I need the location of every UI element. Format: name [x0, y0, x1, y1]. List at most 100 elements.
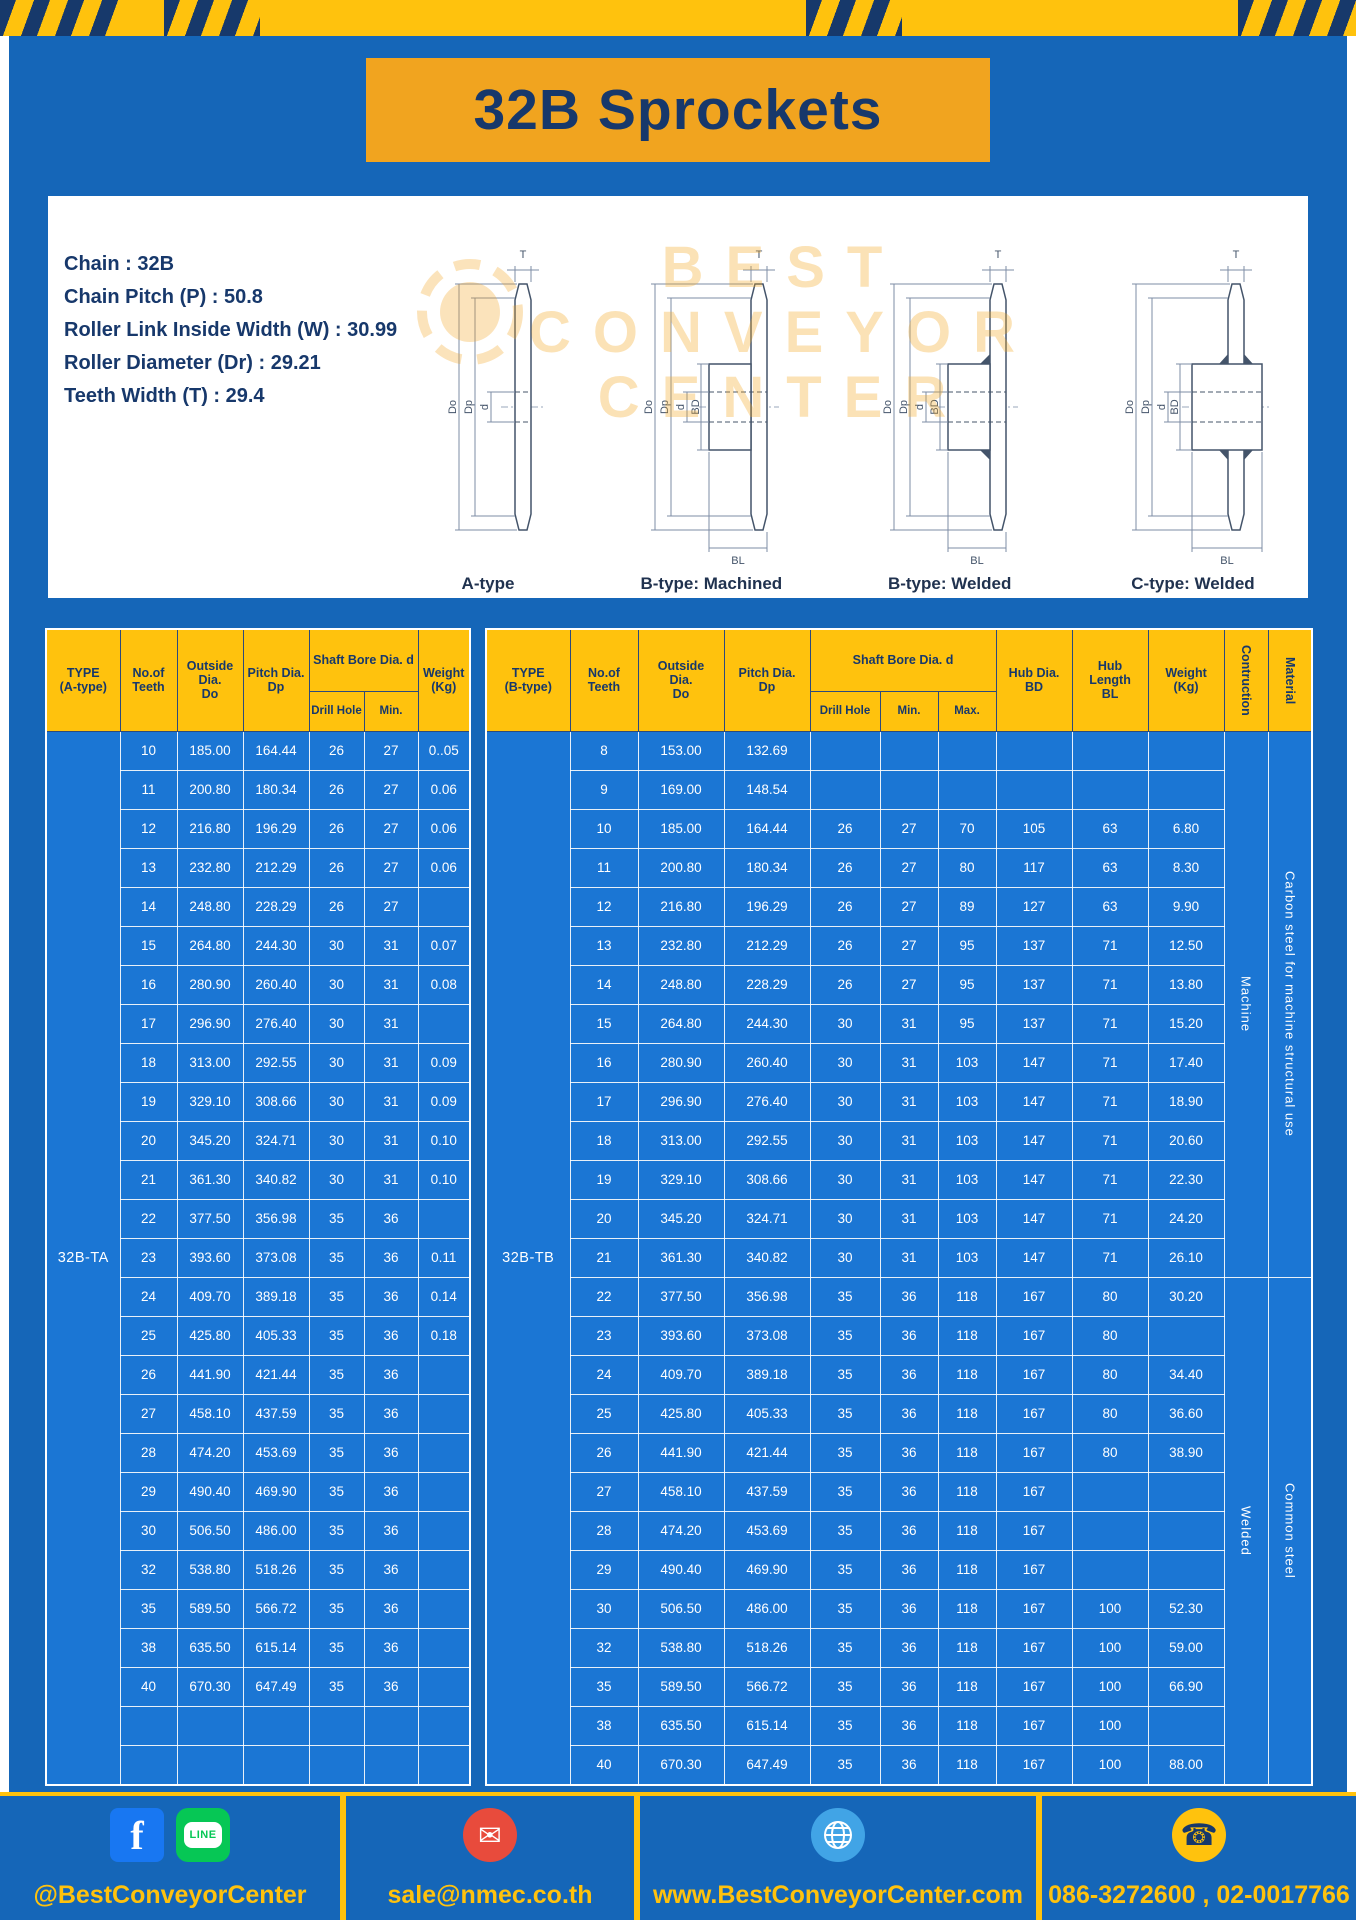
table-cell: 670.30	[176, 1666, 244, 1707]
footer: f LINE @BestConveyorCenter ✉ sale@nmec.c…	[0, 1796, 1356, 1920]
table-cell: 469.90	[723, 1549, 811, 1590]
table-cell: 117	[995, 847, 1073, 888]
table-cell: 26	[809, 847, 881, 888]
table-cell: 167	[995, 1276, 1073, 1317]
table-cell: 31	[363, 1003, 419, 1044]
col-header-max: Max.	[937, 690, 997, 732]
table-cell: 29	[569, 1549, 639, 1590]
table-cell: 27	[879, 964, 939, 1005]
table-cell	[879, 769, 939, 810]
table-cell: 36	[879, 1315, 939, 1356]
table-cell: 453.69	[723, 1510, 811, 1551]
table-cell: 15	[119, 925, 178, 966]
website-url[interactable]: www.BestConveyorCenter.com	[652, 1881, 1023, 1909]
table-row: 23 393.60 373.08 35 36 118 167 80	[486, 1315, 1312, 1356]
table-cell: 36	[879, 1354, 939, 1395]
dim-label-T: T	[994, 249, 1001, 261]
table-cell: 30.20	[1147, 1276, 1225, 1317]
table-cell: 280.90	[176, 964, 244, 1005]
table-cell: 169.00	[637, 769, 725, 810]
table-cell: 25	[119, 1315, 178, 1356]
spec-line: Chain Pitch (P) : 50.8	[64, 286, 263, 308]
table-cell	[1147, 730, 1225, 771]
a-type-drawing-svg: T Do Dp d	[447, 249, 545, 531]
table-cell: 185.00	[637, 808, 725, 849]
table-cell: 36	[363, 1510, 419, 1551]
col-header-hub-length: Hub Length BL	[1071, 628, 1149, 732]
diagram-caption: A-type	[461, 574, 515, 593]
email-address[interactable]: sale@nmec.co.th	[387, 1881, 593, 1909]
table-cell: 105	[995, 808, 1073, 849]
table-cell: 216.80	[637, 886, 725, 927]
line-bubble: LINE	[184, 1822, 222, 1848]
facebook-icon[interactable]: f	[110, 1808, 164, 1862]
table-cell	[937, 730, 997, 771]
table-cell: 26	[308, 886, 365, 927]
table-cell: 6.80	[1147, 808, 1225, 849]
table-cell: 12	[119, 808, 178, 849]
phone-numbers[interactable]: 086-3272600 , 02-0017766	[1048, 1881, 1350, 1909]
col-header-drill-hole: Drill Hole	[308, 690, 365, 732]
diagram-c-type-welded: T Do Dp d BD	[1088, 242, 1298, 594]
table-row: 16 280.90 260.40 30 31 0.08	[46, 964, 471, 1005]
table-cell: 164.44	[723, 808, 811, 849]
table-cell: 31	[879, 1081, 939, 1122]
table-row: 13 232.80 212.29 26 27 95 137 71 12.50	[486, 925, 1312, 966]
table-cell	[1071, 1549, 1149, 1590]
table-cell: 361.30	[637, 1237, 725, 1278]
hazard-stripe	[164, 0, 260, 36]
table-cell: 453.69	[242, 1432, 310, 1473]
table-cell: 31	[879, 1159, 939, 1200]
email-icon[interactable]: ✉	[463, 1808, 517, 1862]
dim-label-BL: BL	[1220, 555, 1233, 567]
dim-label-T: T	[520, 249, 527, 261]
table-row: 22 377.50 356.98 35 36 118 167 80 30.20 Welded Com…	[486, 1276, 1313, 1785]
dim-label-BD: BD	[929, 399, 941, 414]
table-cell: 118	[937, 1315, 997, 1356]
table-row: 9 169.00 148.54	[486, 769, 1312, 810]
table-cell: 474.20	[637, 1510, 725, 1551]
table-cell: 30	[308, 1042, 365, 1083]
table-cell: 30	[809, 1003, 881, 1044]
table-cell	[809, 769, 881, 810]
table-cell: 518.26	[242, 1549, 310, 1590]
table-cell: 80	[1071, 1432, 1149, 1473]
table-cell: 296.90	[176, 1003, 244, 1044]
table-cell: 30	[308, 1159, 365, 1200]
table-cell: 200.80	[176, 769, 244, 810]
table-row: 11 200.80 180.34 26 27 0.06	[46, 769, 471, 810]
diagram-a-type: T Do Dp d A-type	[403, 242, 573, 594]
table-cell: 36	[363, 1471, 419, 1512]
page-frame-right	[1347, 36, 1356, 1792]
table-cell: 167	[995, 1666, 1073, 1707]
chain-specs: Chain : 32B Chain Pitch (P) : 50.8 Rolle…	[64, 248, 397, 413]
table-cell: 27	[363, 808, 419, 849]
table-cell: 27	[363, 847, 419, 888]
table-row	[46, 1705, 471, 1746]
table-cell: 276.40	[242, 1003, 310, 1044]
table-cell: 31	[363, 1081, 419, 1122]
table-cell: 63	[1071, 847, 1149, 888]
dim-label-Do: Do	[1124, 400, 1136, 414]
col-header-material: Material	[1267, 628, 1313, 732]
globe-icon[interactable]	[811, 1808, 865, 1862]
table-cell: 244.30	[723, 1003, 811, 1044]
table-cell: 24	[119, 1276, 178, 1317]
table-cell: 0.07	[417, 925, 471, 966]
table-cell: 308.66	[242, 1081, 310, 1122]
table-cell: 27	[363, 730, 419, 771]
table-cell: 36	[879, 1666, 939, 1707]
table-cell: 196.29	[723, 886, 811, 927]
table-row: 20 345.20 324.71 30 31 0.10	[46, 1120, 471, 1161]
col-header-weight: Weight (Kg)	[1147, 628, 1225, 732]
facebook-handle[interactable]: @BestConveyorCenter	[33, 1881, 307, 1909]
table-cell: 538.80	[176, 1549, 244, 1590]
phone-icon[interactable]: ☎	[1172, 1808, 1226, 1862]
table-cell	[417, 1666, 471, 1707]
table-cell: 16	[569, 1042, 639, 1083]
table-cell: 421.44	[723, 1432, 811, 1473]
table-row: 24 409.70 389.18 35 36 0.14	[46, 1276, 471, 1317]
table-cell: 30	[809, 1081, 881, 1122]
table-cell: 292.55	[723, 1120, 811, 1161]
line-icon[interactable]: LINE	[176, 1808, 230, 1862]
